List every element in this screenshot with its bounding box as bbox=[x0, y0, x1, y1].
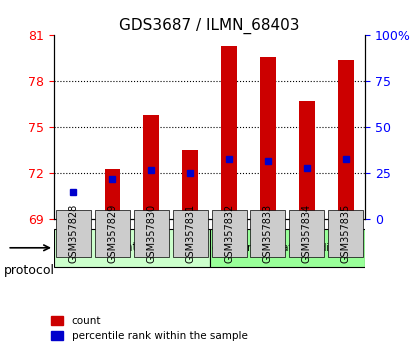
FancyBboxPatch shape bbox=[173, 210, 208, 257]
Text: GSM357831: GSM357831 bbox=[185, 204, 195, 263]
Text: GSM357834: GSM357834 bbox=[302, 204, 312, 263]
Text: GSM357829: GSM357829 bbox=[107, 204, 117, 263]
FancyBboxPatch shape bbox=[56, 210, 91, 257]
Text: GSM357830: GSM357830 bbox=[146, 204, 156, 263]
Bar bbox=[182, 150, 198, 219]
Text: GSM357832: GSM357832 bbox=[224, 204, 234, 263]
FancyBboxPatch shape bbox=[210, 229, 365, 267]
Bar bbox=[105, 169, 120, 219]
FancyBboxPatch shape bbox=[289, 210, 325, 257]
Text: GSM357833: GSM357833 bbox=[263, 204, 273, 263]
Text: GSM357835: GSM357835 bbox=[341, 204, 351, 263]
Title: GDS3687 / ILMN_68403: GDS3687 / ILMN_68403 bbox=[120, 18, 300, 34]
Legend: count, percentile rank within the sample: count, percentile rank within the sample bbox=[47, 312, 252, 345]
Text: control: control bbox=[110, 241, 154, 254]
Bar bbox=[260, 57, 276, 219]
FancyBboxPatch shape bbox=[328, 210, 363, 257]
FancyBboxPatch shape bbox=[212, 210, 247, 257]
FancyBboxPatch shape bbox=[250, 210, 286, 257]
FancyBboxPatch shape bbox=[95, 210, 130, 257]
Bar bbox=[66, 218, 81, 219]
Bar bbox=[144, 115, 159, 219]
FancyBboxPatch shape bbox=[134, 210, 169, 257]
Bar bbox=[221, 46, 237, 219]
Bar bbox=[299, 101, 315, 219]
Text: GSM357828: GSM357828 bbox=[68, 204, 78, 263]
Text: exposure to maternal diabetes: exposure to maternal diabetes bbox=[212, 243, 363, 253]
Text: protocol: protocol bbox=[4, 264, 55, 277]
FancyBboxPatch shape bbox=[54, 229, 210, 267]
Bar bbox=[338, 60, 354, 219]
